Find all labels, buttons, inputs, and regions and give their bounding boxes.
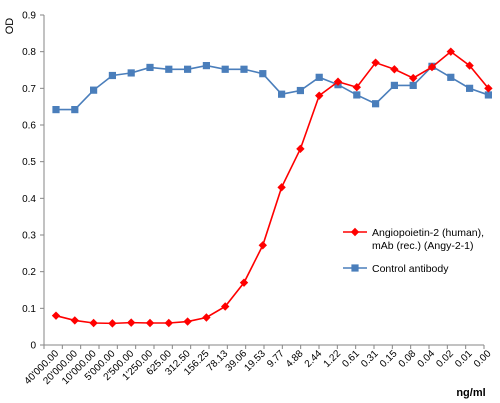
x-tick-label: 1.22	[322, 348, 344, 370]
data-point	[315, 73, 323, 81]
data-point	[108, 319, 117, 328]
data-point	[90, 86, 98, 94]
data-point	[202, 313, 211, 322]
legend-marker	[351, 264, 359, 272]
data-point	[51, 311, 61, 320]
series-layer	[51, 47, 493, 328]
data-point	[71, 106, 79, 114]
data-point	[259, 70, 267, 78]
y-tick-label: 0.8	[22, 47, 36, 58]
y-tick-label: 0.1	[22, 304, 36, 315]
data-point	[89, 318, 98, 328]
y-tick-label: 0.5	[22, 157, 36, 168]
legend: Angiopoietin-2 (human),mAb (rec.) (Angy-…	[343, 227, 484, 275]
data-point	[127, 318, 136, 327]
data-point	[70, 316, 79, 325]
x-tick-label: 19.53	[242, 348, 268, 374]
data-point	[239, 278, 249, 287]
x-tick-label: 0.04	[416, 348, 438, 370]
x-tick-label: 9.77	[265, 348, 287, 370]
data-point	[296, 144, 305, 154]
x-tick-label: 0.00	[472, 348, 494, 370]
data-point	[183, 317, 192, 326]
y-tick-label: 0	[30, 341, 36, 352]
legend-label: mAb (rec.) (Angy-2-1)	[372, 240, 474, 252]
data-point	[278, 90, 286, 98]
data-point	[184, 65, 192, 73]
data-point	[333, 77, 343, 86]
x-tick-label: 4.88	[284, 348, 306, 370]
legend-label: Control antibody	[372, 263, 449, 275]
data-point	[427, 62, 437, 72]
x-tick-label: 0.02	[434, 348, 456, 370]
y-axis-title: OD	[4, 18, 16, 35]
x-tick-label: 2.44	[303, 348, 325, 370]
legend-entry-angiopoietin-2: Angiopoietin-2 (human),mAb (rec.) (Angy-…	[343, 227, 484, 252]
x-tick-label: 0.01	[453, 348, 475, 370]
data-point	[52, 106, 60, 114]
y-tick-label: 0.6	[22, 121, 36, 132]
data-point	[372, 100, 380, 108]
data-point	[484, 91, 492, 99]
y-tick-label: 0.4	[22, 194, 36, 205]
data-point	[353, 91, 361, 99]
data-point	[127, 69, 135, 77]
data-point	[146, 63, 154, 72]
data-point	[447, 73, 455, 81]
series-line	[55, 50, 490, 325]
data-point	[258, 241, 267, 250]
data-point	[390, 81, 398, 89]
y-tick-label: 0.9	[22, 11, 36, 22]
x-tick-label: 0.08	[397, 348, 419, 370]
data-point	[409, 73, 418, 83]
data-point	[221, 65, 229, 73]
x-tick-label: 0.15	[378, 348, 400, 370]
data-point	[409, 81, 417, 89]
x-tick-label: 0.31	[359, 348, 381, 370]
data-point	[165, 65, 173, 73]
data-point	[202, 62, 210, 70]
data-point	[446, 47, 455, 56]
data-point	[371, 58, 380, 67]
data-point	[240, 65, 248, 73]
legend-marker	[350, 227, 360, 237]
y-tick-label: 0.2	[22, 267, 36, 278]
legend-entry-control-antibody: Control antibody	[343, 263, 449, 275]
data-point	[465, 61, 474, 70]
y-tick-label: 0.3	[22, 231, 36, 242]
data-point	[390, 65, 399, 74]
x-axis: 40'000.0020'000.0010'000.005'000.002'500…	[22, 344, 494, 387]
data-point	[315, 91, 324, 100]
data-point	[277, 183, 286, 192]
legend-label: Angiopoietin-2 (human),	[372, 227, 484, 239]
series-angiopoietin-2	[51, 47, 493, 328]
y-tick-label: 0.7	[22, 84, 36, 95]
data-point	[466, 84, 474, 92]
x-axis-unit-label: ng/ml	[456, 387, 485, 399]
data-point	[296, 86, 304, 95]
data-point	[221, 302, 230, 311]
data-point	[352, 83, 361, 92]
y-axis: 0 0.1 0.2 0.3 0.4 0.5 0.6 0.7 0.8 0.9	[22, 11, 45, 352]
data-point	[145, 318, 155, 328]
data-point	[164, 318, 173, 328]
data-point	[484, 84, 493, 93]
data-point	[108, 71, 116, 80]
x-tick-label: 0.61	[340, 348, 362, 370]
